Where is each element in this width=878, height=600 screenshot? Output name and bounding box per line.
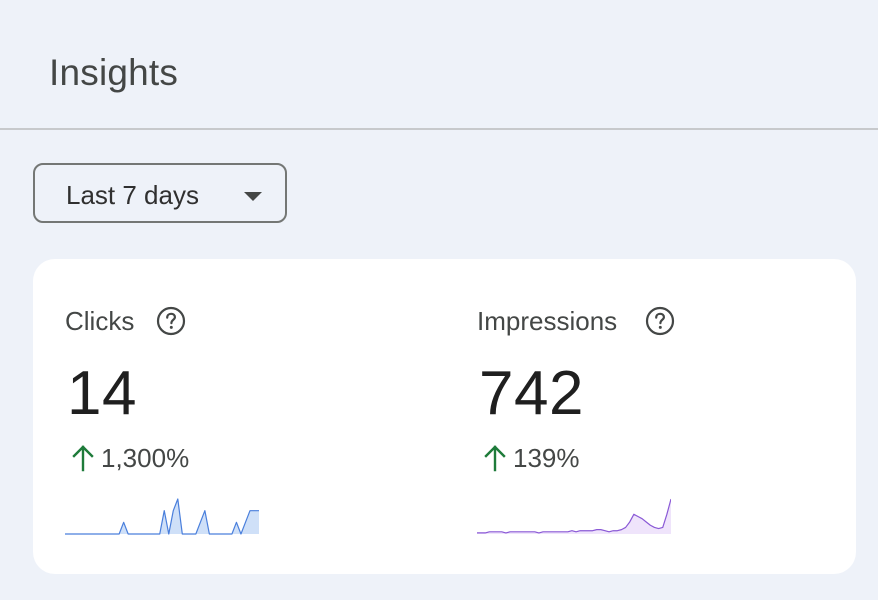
- metric-label: Clicks: [65, 306, 135, 336]
- help-icon[interactable]: [156, 306, 186, 336]
- metric-impressions: Impressions 742 139%: [477, 259, 857, 574]
- metric-label: Impressions: [477, 306, 618, 336]
- metric-value: 742: [479, 359, 584, 428]
- arrow-up-icon: [72, 445, 94, 472]
- help-icon[interactable]: [645, 306, 675, 336]
- metric-change: 139%: [513, 443, 580, 473]
- metric-clicks: Clicks 14 1,300%: [65, 259, 445, 574]
- sparkline-line: [65, 498, 259, 535]
- metric-value: 14: [67, 359, 137, 428]
- clicks-sparkline: [65, 498, 259, 535]
- sparkline-area: [65, 499, 259, 534]
- metric-change: 1,300%: [101, 443, 190, 473]
- sparkline-area: [477, 499, 671, 534]
- metric-trend: 139%: [483, 442, 580, 474]
- date-range-select[interactable]: Last 7 days: [33, 163, 287, 223]
- metrics-card: Clicks 14 1,300% Impressions 74: [33, 259, 856, 574]
- caret-down-icon: [244, 192, 262, 201]
- metric-trend: 1,300%: [71, 442, 189, 474]
- arrow-up-icon: [484, 445, 506, 472]
- page-title: Insights: [49, 52, 179, 93]
- page-header: Insights: [0, 0, 878, 130]
- sparkline-line: [477, 498, 671, 534]
- impressions-sparkline: [477, 498, 671, 534]
- date-range-value: Last 7 days: [66, 180, 199, 210]
